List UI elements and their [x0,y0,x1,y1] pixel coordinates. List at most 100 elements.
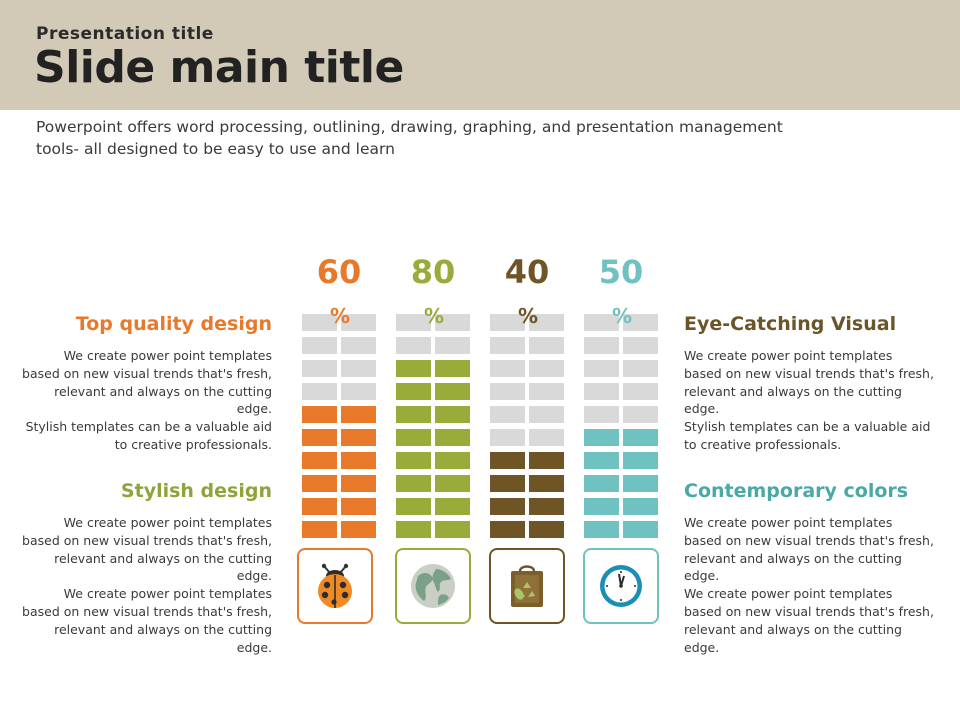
bar-segment-filled [584,475,619,492]
text-line: We create power point templates [63,515,272,530]
bar-segment-filled [435,498,470,515]
bar-segment-empty [529,337,564,354]
percentage-value: 60 [316,253,362,291]
bar-segment-filled [529,475,564,492]
intro-text: Powerpoint offers word processing, outli… [36,116,836,160]
text-line: edge. [684,639,720,655]
bar-segment-filled [341,429,376,446]
bar-segment-filled [435,406,470,423]
bar-segment-empty [396,314,431,331]
percent-sign: % [329,304,351,328]
bar-segment-empty [302,314,337,331]
bar-segment-empty [302,383,337,400]
bar-segment-filled [435,360,470,377]
bar-segment-empty [302,360,337,377]
bar-segment-filled [341,406,376,423]
bar-segment-empty [584,337,619,354]
bar-segment-filled [396,383,431,400]
bar-segment-empty [584,406,619,423]
text-line: based on new visual trends that's fresh, [684,603,934,619]
bar-segment-empty [529,314,564,331]
clock-icon [600,565,642,607]
text-line: Stylish templates can be a valuable aid [684,419,931,435]
bar-segment-empty [435,314,470,331]
bar-segment-filled [584,429,619,446]
bar-segment-empty [490,406,525,423]
recycle-bag-icon [511,565,543,607]
bar-segment-filled [302,498,337,515]
heading-contemporary: Contemporary colors [684,480,909,502]
text-line: relevant and always on the cutting [684,621,902,637]
text-line: We create power point templates [63,586,272,602]
icon-card-4 [583,548,659,624]
heading-stylish: Stylish design [120,480,272,502]
bar-segment-filled [529,452,564,469]
bar-segment-filled [341,452,376,469]
text-line: We create power point templates [63,348,272,363]
heading-top-quality: Top quality design [75,313,272,335]
bar-segment-empty [435,337,470,354]
bar-segment-filled [529,521,564,538]
bar-segment-filled [435,521,470,538]
bar-segment-filled [623,475,658,492]
bar-segment-filled [435,475,470,492]
bar-segment-empty [623,337,658,354]
bar-segment-empty [529,406,564,423]
text-top-quality: We create power point templates based on… [22,347,272,454]
bar-segment-filled [435,452,470,469]
bar-segment-empty [341,383,376,400]
icon-card-2 [395,548,471,624]
bar-segment-filled [302,521,337,538]
text-line: based on new visual trends that's fresh, [22,365,272,381]
icon-card-3 [489,548,565,624]
bar-segment-filled [396,429,431,446]
bar-segment-filled [490,452,525,469]
presentation-title: Presentation title [36,24,214,44]
globe-icon [411,564,455,608]
bar-segment-filled [341,498,376,515]
bar-segment-filled [396,475,431,492]
bar-segment-filled [623,498,658,515]
percent-sign: % [423,304,445,328]
ladybug-icon [318,563,352,608]
bar-segment-filled [396,498,431,515]
bar-segment-empty [396,337,431,354]
bar-segment-filled [396,406,431,423]
header-band: Presentation title Slide main title [0,0,960,110]
bar-segment-filled [623,521,658,538]
bar-segment-empty [529,383,564,400]
text-line: to creative professionals. [114,436,272,452]
bar-segment-filled [302,452,337,469]
bar-segment-empty [584,383,619,400]
bar-segment-empty [584,314,619,331]
text-line: to creative professionals. [684,436,842,452]
bar-segment-filled [341,475,376,492]
bar-segment-filled [302,429,337,446]
bar-segment-empty [490,337,525,354]
bar-segment-empty [490,360,525,377]
text-line: based on new visual trends that's fresh, [22,532,272,548]
percent-sign: % [611,304,633,328]
bar-segment-filled [623,452,658,469]
bar-segment-empty [302,337,337,354]
bar-segment-filled [396,452,431,469]
bar-segment-empty [490,314,525,331]
bar-segment-empty [529,360,564,377]
bar-segment-filled [396,360,431,377]
bar-segment-empty [341,337,376,354]
bar-segment-empty [584,360,619,377]
percent-sign: % [517,304,539,328]
bar-segment-filled [584,521,619,538]
bar-segment-filled [302,406,337,423]
bar-segment-empty [623,360,658,377]
text-line: based on new visual trends that's fresh, [684,365,934,381]
bar-segment-filled [341,521,376,538]
bar-segment-empty [623,383,658,400]
bar-segment-filled [435,383,470,400]
text-line: edge. [236,401,272,417]
bar-segment-filled [302,475,337,492]
bar-segment-filled [435,429,470,446]
text-line: relevant and always on the cutting [684,383,902,399]
bar-segment-filled [490,521,525,538]
bar-segment-filled [584,498,619,515]
